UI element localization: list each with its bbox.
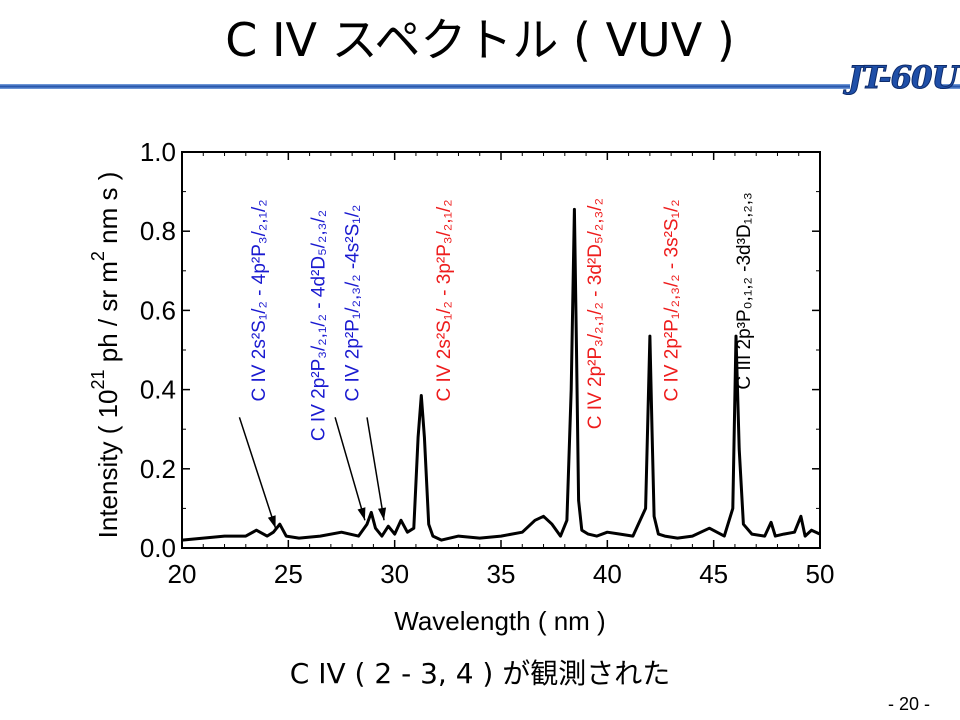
jt60u-logo: JT-60U (848, 60, 960, 97)
y-tick-label: 0.4 (140, 375, 176, 405)
annotation-arrow (238, 417, 277, 529)
line-annotation: C IV 2p²P₃/₂,₁/₂ - 4d²D₅/₂,₃/₂ (308, 210, 329, 441)
y-tick-label: 0.2 (140, 454, 176, 484)
line-annotation: C IV 2p²P₁/₂,₃/₂ -4s²S₁/₂ (343, 205, 364, 402)
annotation-arrowhead (377, 507, 387, 521)
line-annotation: C IV 2p²P₁/₂,₃/₂ - 3s²S₁/₂ (662, 199, 683, 401)
annotation-arrow (334, 417, 366, 521)
x-tick-label: 45 (699, 559, 728, 589)
x-tick-label: 25 (274, 559, 303, 589)
x-tick-label: 30 (380, 559, 409, 589)
annotation-arrowhead (357, 507, 366, 521)
plot-frame (181, 151, 821, 549)
annotation-arrow (366, 417, 385, 521)
x-axis-label: Wavelength ( nm ) (394, 606, 605, 636)
y-tick-label: 0.0 (140, 533, 176, 563)
y-axis-label: Intensity ( 1021 ph / sr m2 nm s ) (88, 172, 123, 539)
x-tick-label: 35 (487, 559, 516, 589)
x-tick-label: 50 (806, 559, 835, 589)
header-rule-right (940, 84, 960, 89)
line-annotation: C IV 2p²P₃/₂,₁/₂ - 3d²D₅/₂,₃/₂ (585, 198, 606, 429)
caption: C IV ( 2 - 3, 4 ) が観測された (289, 657, 671, 690)
y-tick-label: 0.8 (140, 216, 176, 246)
x-tick-label: 40 (593, 559, 622, 589)
spectrum-line (181, 207, 821, 542)
y-axis-label-exp2: 2 (88, 251, 108, 261)
page-number: - 20 - (887, 694, 930, 714)
header-rule (0, 84, 850, 89)
y-axis-label-suffix: nm s ) (93, 172, 123, 251)
annotation-arrowhead (267, 515, 276, 529)
y-tick-label: 0.6 (140, 295, 176, 325)
y-tick-label: 1.0 (140, 137, 176, 167)
line-annotation: C IV 2s²S₁/₂ - 3p²P₃/₂,₁/₂ (434, 199, 455, 401)
y-axis-label-prefix: Intensity ( 10 (93, 390, 123, 539)
slide-title: C IV スペクトル ( VUV ) (225, 13, 735, 67)
line-annotation: C IV 2s²S₁/₂ - 4p²P₃/₂,₁/₂ (249, 199, 270, 401)
y-axis-label-mid: ph / sr m (93, 261, 123, 369)
x-tick-label: 20 (168, 559, 197, 589)
line-annotation: C III 2p³P₀,₁,₂ -3d³D₁,₂,₃ (734, 192, 755, 389)
y-axis-label-exp1: 21 (88, 369, 108, 389)
